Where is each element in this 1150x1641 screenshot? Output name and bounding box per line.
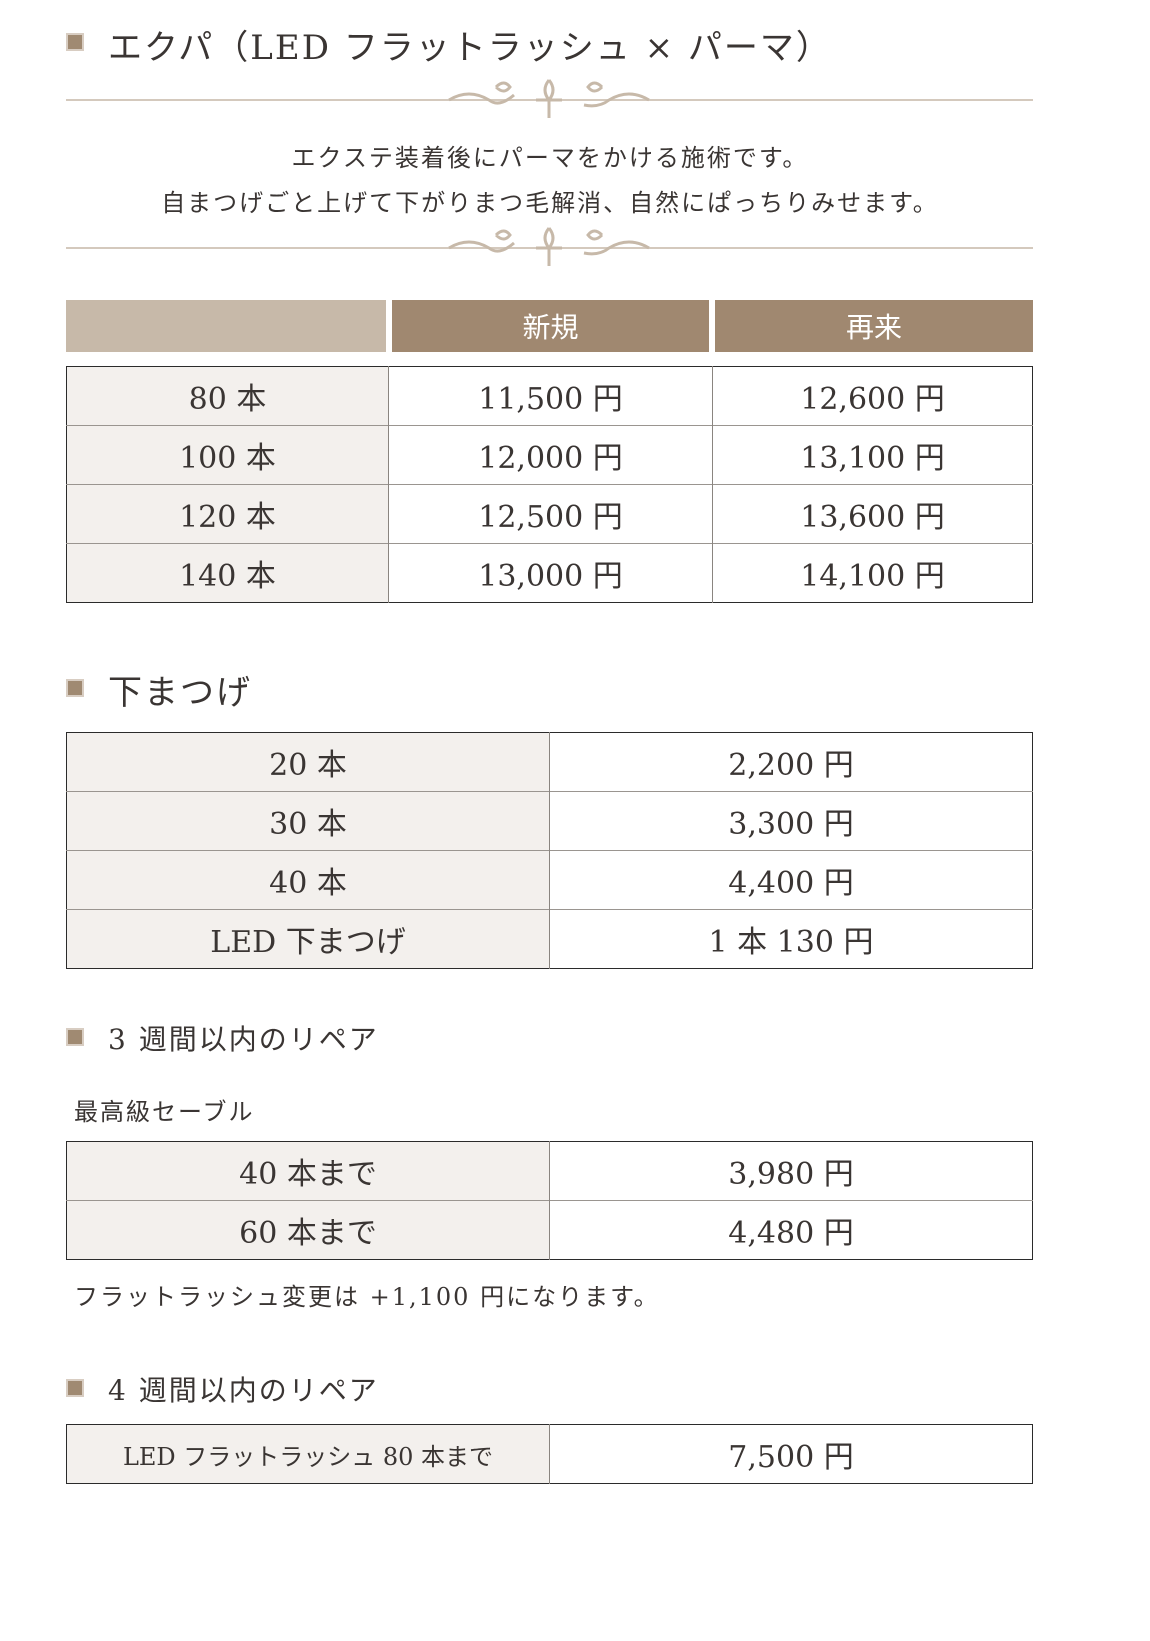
price: 3,300 円 [549,791,1033,851]
price-repeat: 12,600 円 [712,366,1033,426]
header-blank [66,300,386,352]
table-row: 120 本 12,500 円 13,600 円 [66,484,1033,544]
price: 7,500 円 [549,1424,1033,1484]
table-row: 140 本 13,000 円 14,100 円 [66,543,1033,603]
table-row: LED 下まつげ 1 本 130 円 [66,909,1033,969]
row-label: 140 本 [66,543,389,603]
4week-repair-table: LED フラットラッシュ 80 本まで 7,500 円 [66,1424,1033,1484]
row-label: LED 下まつげ [66,909,550,969]
description-line-1: エクステ装着後にパーマをかける施術です。 [291,144,809,172]
price-new: 12,500 円 [388,484,713,544]
price-repeat: 13,100 円 [712,425,1033,485]
price: 3,980 円 [549,1141,1033,1201]
square-bullet-icon [66,1028,84,1046]
table-row: 60 本まで 4,480 円 [66,1200,1033,1260]
table-row: LED フラットラッシュ 80 本まで 7,500 円 [66,1424,1033,1484]
section-title-4week-repair: 4 週間以内のリペア [108,1374,379,1407]
table-row: 80 本 11,500 円 12,600 円 [66,366,1033,426]
price-new: 12,000 円 [388,425,713,485]
row-label: LED フラットラッシュ 80 本まで [66,1424,550,1484]
table-row: 100 本 12,000 円 13,100 円 [66,425,1033,485]
header-repeat: 再来 [715,300,1033,352]
row-label: 30 本 [66,791,550,851]
price: 4,400 円 [549,850,1033,910]
flatlash-note: フラットラッシュ変更は +1,100 円になります。 [74,1283,660,1311]
price: 4,480 円 [549,1200,1033,1260]
table-row: 40 本 4,400 円 [66,850,1033,910]
table-row: 20 本 2,200 円 [66,732,1033,792]
description-line-2: 自まつげごと上げて下がりまつ毛解消、自然にぱっちりみせます。 [161,189,939,217]
price-new: 11,500 円 [388,366,713,426]
row-label: 100 本 [66,425,389,485]
subtitle-sable: 最高級セーブル [74,1098,255,1126]
ekupa-price-table: 80 本 11,500 円 12,600 円 100 本 12,000 円 13,100… [66,366,1033,603]
square-bullet-icon [66,679,84,697]
row-label: 20 本 [66,732,550,792]
3week-repair-table: 40 本まで 3,980 円 60 本まで 4,480 円 [66,1141,1033,1260]
row-label: 120 本 [66,484,389,544]
section-title-lower-lashes: 下まつげ [108,673,252,713]
price-new: 13,000 円 [388,543,713,603]
price-repeat: 14,100 円 [712,543,1033,603]
price: 2,200 円 [549,732,1033,792]
ornament-divider-icon [66,227,1033,266]
table-row: 40 本まで 3,980 円 [66,1141,1033,1201]
ornament-divider-icon [66,79,1033,118]
lower-lash-price-table: 20 本 2,200 円 30 本 3,300 円 40 本 4,400 円 LED … [66,732,1033,969]
square-bullet-icon [66,33,84,51]
row-label: 40 本まで [66,1141,550,1201]
header-new: 新規 [392,300,709,352]
section-title-ekupa: エクパ（LED フラットラッシュ × パーマ） [108,28,832,68]
price: 1 本 130 円 [549,909,1033,969]
price-repeat: 13,600 円 [712,484,1033,544]
section-title-3week-repair: 3 週間以内のリペア [108,1023,379,1056]
row-label: 40 本 [66,850,550,910]
row-label: 60 本まで [66,1200,550,1260]
square-bullet-icon [66,1379,84,1397]
table-row: 30 本 3,300 円 [66,791,1033,851]
row-label: 80 本 [66,366,389,426]
